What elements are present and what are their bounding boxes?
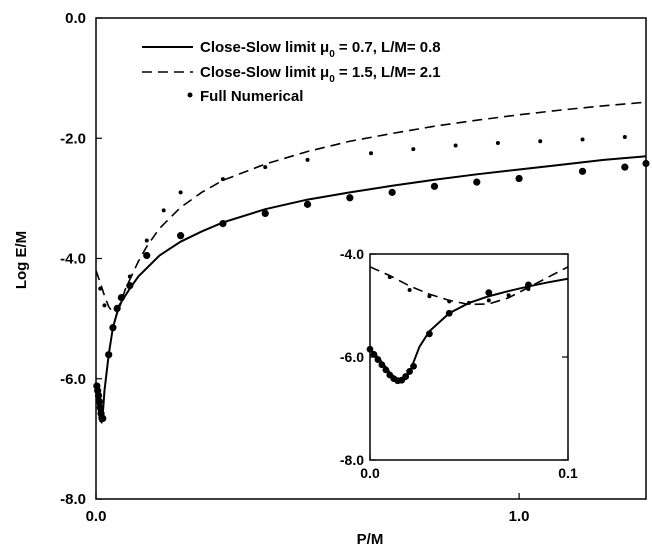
main-data-point — [143, 251, 151, 260]
main-x-tick-label: 1.0 — [509, 508, 530, 525]
main-data-point — [430, 182, 439, 190]
main-data-point — [453, 143, 458, 148]
main-data-point — [102, 303, 107, 308]
inset-data-point — [467, 300, 471, 305]
main-data-point — [578, 167, 587, 175]
main-data-point — [94, 391, 103, 400]
inset-data-point — [427, 294, 432, 299]
legend-label-3: Full Numerical — [200, 88, 303, 105]
inset-data-point — [506, 293, 511, 298]
main-data-point — [622, 135, 627, 140]
inset-data-point — [407, 288, 412, 293]
main-y-tick-label: -6.0 — [60, 371, 86, 388]
inset-data-point — [374, 356, 382, 363]
legend-label-1-main: Close-Slow limit μ — [200, 39, 329, 56]
x-axis-label: P/M — [357, 531, 384, 548]
inset-data-point — [410, 362, 417, 370]
main-data-point — [538, 139, 543, 144]
inset-data-point — [486, 298, 491, 303]
main-data-point — [411, 147, 416, 152]
main-data-point — [346, 194, 354, 202]
inset-data-point — [406, 368, 413, 375]
main-y-tick-label: -8.0 — [60, 491, 86, 508]
main-data-point — [642, 159, 650, 168]
main-data-point — [219, 220, 227, 228]
main-series-dashed-line — [96, 101, 646, 314]
main-data-point — [515, 174, 523, 183]
main-data-point — [220, 177, 225, 182]
legend-label-2-main: Close-Slow limit μ — [200, 64, 329, 81]
main-data-point — [473, 178, 481, 186]
inset-series-dashed-line — [370, 266, 568, 306]
inset-data-point — [445, 309, 453, 317]
legend-label-2: Close-Slow limit μ0 = 1.5, L/M= 2.1 — [200, 64, 441, 85]
main-data-point — [178, 190, 183, 195]
main-data-point — [177, 232, 185, 240]
inset-data-point — [525, 281, 532, 289]
main-data-point — [127, 274, 132, 279]
main-data-point — [369, 151, 373, 156]
legend-label-2-rest: = 1.5, L/M= 2.1 — [335, 64, 441, 81]
main-data-point — [305, 157, 310, 162]
legend-label-1: Close-Slow limit μ0 = 0.7, L/M= 0.8 — [200, 39, 441, 60]
y-axis-label: Log E/M — [13, 231, 30, 289]
main-x-tick-label: 0.0 — [86, 508, 107, 525]
inset-data-point — [382, 366, 390, 374]
main-data-point — [161, 208, 166, 213]
main-data-point — [621, 163, 629, 171]
main-y-tick-label: -4.0 — [60, 251, 86, 268]
legend-label-1-sub: 0 — [329, 49, 335, 60]
inset-y-tick-label: -8.0 — [340, 452, 364, 468]
main-data-point — [144, 238, 149, 243]
inset-data-point — [378, 361, 386, 369]
inset-data-point — [370, 351, 378, 358]
main-data-point — [580, 137, 585, 142]
main-data-point — [495, 141, 500, 146]
legend-label-2-sub: 0 — [329, 74, 335, 85]
inset-data-point — [526, 287, 531, 292]
inset-y-tick-label: -6.0 — [340, 349, 364, 365]
main-data-point — [115, 305, 120, 310]
main-data-point — [126, 281, 134, 290]
legend-point-marker — [187, 92, 193, 98]
main-data-point — [388, 188, 396, 196]
main-data-point — [95, 397, 103, 406]
main-y-tick-label: 0.0 — [65, 10, 86, 27]
inset-data-point — [402, 373, 410, 380]
inset-data-point — [426, 330, 433, 338]
inset-x-tick-label: 0.1 — [558, 465, 578, 481]
inset-data-point — [447, 299, 452, 304]
inset-plot: 0.0 0.1 -4.0 -6.0 -8.0 — [340, 246, 578, 481]
inset-data-point — [485, 289, 493, 297]
inset-x-tick-label: 0.0 — [360, 465, 380, 481]
main-data-point — [96, 404, 104, 412]
main-data-point — [263, 165, 268, 170]
main-data-point — [99, 414, 107, 423]
main-data-point — [98, 286, 103, 291]
main-data-point — [303, 200, 312, 208]
legend: Close-Slow limit μ0 = 0.7, L/M= 0.8 Clos… — [142, 39, 441, 105]
main-data-point — [117, 293, 125, 302]
main-data-point — [261, 209, 269, 218]
main-y-tick-label: -2.0 — [60, 130, 86, 147]
main-data-point — [109, 324, 117, 332]
legend-label-1-rest: = 0.7, L/M= 0.8 — [335, 39, 441, 56]
main-data-point — [105, 351, 113, 359]
inset-data-point — [366, 345, 374, 353]
inset-data-point — [387, 275, 392, 280]
inset-y-tick-label: -4.0 — [340, 246, 364, 262]
